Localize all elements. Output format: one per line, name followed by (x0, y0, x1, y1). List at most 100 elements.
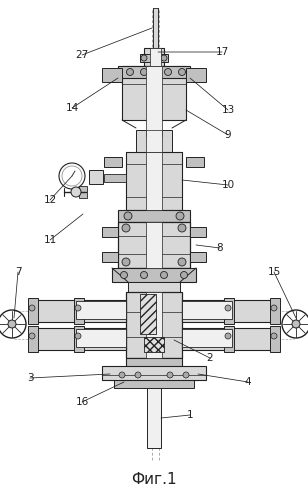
Bar (126, 292, 182, 358)
Circle shape (141, 55, 147, 61)
Text: Фиг.1: Фиг.1 (131, 473, 177, 488)
Bar (34, 300, 126, 322)
Text: 1: 1 (187, 410, 193, 420)
Circle shape (160, 271, 168, 278)
Circle shape (140, 271, 148, 278)
Bar (182, 301, 232, 319)
Bar (110, 370, 198, 380)
Bar (128, 282, 180, 292)
Bar (146, 222, 162, 268)
Bar (146, 130, 162, 152)
Text: 14: 14 (65, 103, 79, 113)
Bar (118, 210, 190, 222)
Circle shape (271, 305, 277, 311)
Bar (270, 298, 280, 324)
Bar (79, 186, 87, 198)
Bar (114, 380, 194, 388)
Bar (76, 301, 126, 319)
Bar (136, 130, 172, 152)
Circle shape (167, 372, 173, 378)
Bar (144, 48, 164, 66)
Bar (224, 298, 234, 324)
Text: 27: 27 (75, 50, 89, 60)
Bar (146, 152, 162, 210)
Bar (34, 328, 126, 350)
Bar (190, 227, 206, 237)
Circle shape (178, 224, 186, 232)
Bar (146, 66, 162, 136)
Circle shape (180, 271, 188, 278)
Bar (104, 174, 126, 182)
Bar (74, 298, 84, 324)
Bar (104, 157, 122, 167)
Bar (182, 329, 232, 347)
Text: 17: 17 (215, 47, 229, 57)
Text: 16: 16 (75, 397, 89, 407)
Circle shape (122, 258, 130, 266)
Circle shape (29, 333, 35, 339)
Bar (126, 358, 182, 370)
Bar (186, 68, 206, 82)
Circle shape (178, 258, 186, 266)
Bar (186, 157, 204, 167)
Bar (118, 222, 190, 268)
Circle shape (8, 320, 16, 328)
Circle shape (124, 212, 132, 220)
Bar (102, 68, 122, 82)
Circle shape (292, 320, 300, 328)
Circle shape (71, 187, 81, 197)
Circle shape (164, 68, 172, 75)
Text: 2: 2 (207, 353, 213, 363)
Bar (147, 388, 161, 448)
Circle shape (179, 68, 185, 75)
Bar (190, 252, 206, 262)
Text: 10: 10 (221, 180, 235, 190)
Bar (224, 326, 234, 352)
Circle shape (176, 212, 184, 220)
Text: 12: 12 (43, 195, 57, 205)
Bar (28, 298, 38, 324)
Circle shape (225, 333, 231, 339)
Bar (89, 170, 103, 184)
Text: 7: 7 (15, 267, 21, 277)
Bar (150, 48, 161, 66)
Bar (182, 328, 274, 350)
Circle shape (122, 224, 130, 232)
Bar (153, 8, 158, 48)
Bar (144, 337, 164, 352)
Circle shape (183, 372, 189, 378)
Bar (28, 326, 38, 352)
Text: 11: 11 (43, 235, 57, 245)
Circle shape (59, 163, 85, 189)
Bar (102, 366, 206, 380)
Circle shape (29, 305, 35, 311)
Bar (102, 252, 118, 262)
Bar (122, 66, 186, 120)
Bar (146, 292, 162, 358)
Text: 15: 15 (267, 267, 281, 277)
Bar (270, 326, 280, 352)
Bar (140, 54, 168, 62)
Circle shape (75, 333, 81, 339)
Bar (118, 66, 190, 78)
Text: 4: 4 (245, 377, 251, 387)
Circle shape (75, 305, 81, 311)
Bar (182, 300, 274, 322)
Text: 9: 9 (225, 130, 231, 140)
Circle shape (62, 166, 82, 186)
Bar (126, 152, 182, 210)
Bar (102, 227, 118, 237)
Bar (74, 326, 84, 352)
Bar (112, 268, 196, 282)
Text: 8: 8 (217, 243, 223, 253)
Circle shape (120, 271, 128, 278)
Circle shape (271, 333, 277, 339)
Bar (140, 294, 156, 334)
Text: 13: 13 (221, 105, 235, 115)
Circle shape (135, 372, 141, 378)
Bar (76, 329, 126, 347)
Circle shape (127, 68, 133, 75)
Circle shape (119, 372, 125, 378)
Circle shape (161, 55, 167, 61)
Circle shape (225, 305, 231, 311)
